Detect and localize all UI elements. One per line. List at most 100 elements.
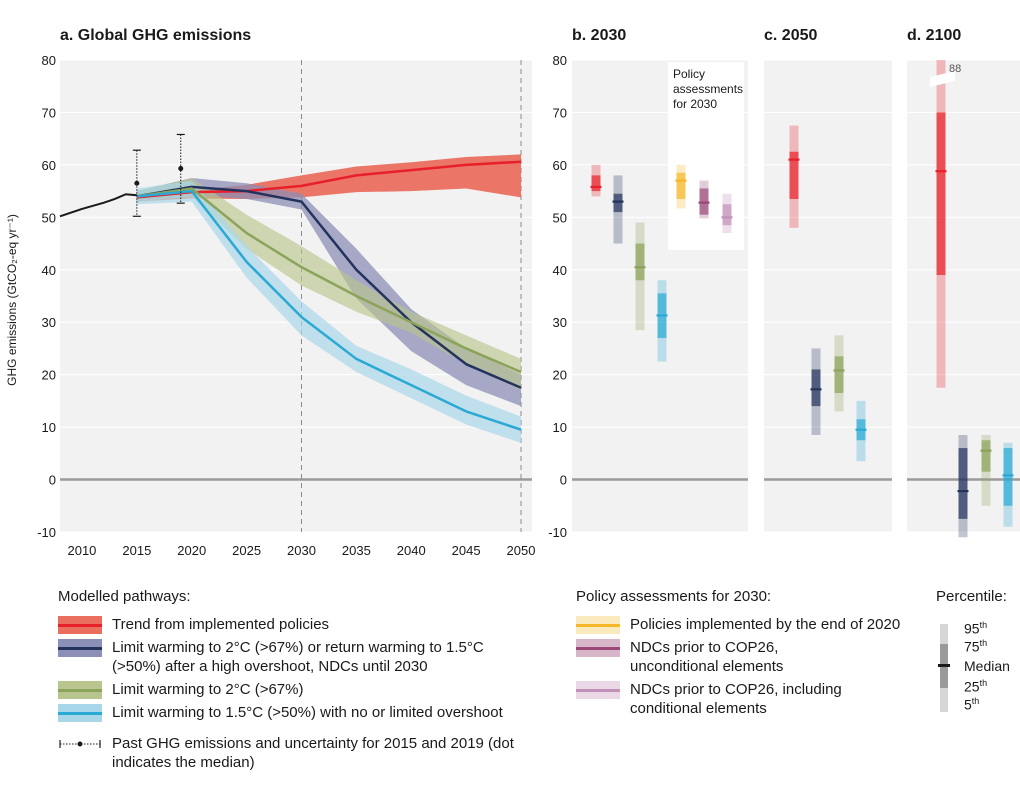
y-tick-label-b: 30 [553, 315, 567, 330]
panel-c-background [764, 60, 892, 532]
median-dot [178, 166, 184, 172]
pct-95-sup: th [979, 620, 988, 630]
y-tick-label-b: 80 [553, 53, 567, 68]
y-tick-label-a: 40 [42, 263, 56, 278]
median-line-navy [136, 185, 522, 389]
legend-item-red: Trend from implemented policies [58, 615, 538, 634]
y-tick-label-a: 80 [42, 53, 56, 68]
y-tick-label-b: 10 [553, 420, 567, 435]
median-line-red [136, 160, 522, 199]
percentile-25-75-bar-red [789, 151, 799, 199]
legend-item-navy: Limit warming to 2°C (>67%) or return wa… [58, 638, 538, 676]
percentile-25-75-bar-navy [613, 193, 623, 213]
legend-item-cyan: Limit warming to 1.5°C (>50%) with no or… [58, 703, 538, 722]
pct-label-75: 75th [964, 638, 987, 655]
legend-text-pink: NDCs prior to COP26, including condition… [630, 681, 842, 717]
y-tick-label-b: 70 [553, 105, 567, 120]
y-tick-label-a: 30 [42, 315, 56, 330]
y-tick-label-b: 0 [560, 473, 567, 488]
median-line-cyan [136, 189, 522, 431]
percentile-25-75-bar-yellow [676, 172, 686, 199]
y-tick-label-a: 70 [42, 105, 56, 120]
median-dot [134, 180, 140, 186]
legend-text-past: Past GHG emissions and uncertainty for 2… [112, 735, 514, 771]
policy-note-line-2: assessments [673, 82, 743, 96]
pct-label-5: 5th [964, 696, 979, 713]
legend-text-red: Trend from implemented policies [112, 616, 330, 633]
policy-note-line-3: for 2030 [673, 97, 717, 111]
policy-note-line-1: Policy [673, 67, 705, 81]
legend-swatch-green [58, 681, 102, 699]
y-tick-label-a: 50 [42, 210, 56, 225]
y-tick-label-b: 20 [553, 368, 567, 383]
x-tick-label-a: 2015 [122, 543, 151, 558]
pct-25-num: 25 [964, 678, 980, 695]
x-tick-label-a: 2035 [342, 543, 371, 558]
percentile-25-75-bar-pink [722, 204, 732, 226]
panel-a-lines [59, 160, 522, 431]
legend-swatch-pink [576, 681, 620, 699]
legend-text-green: Limit warming to 2°C (>67%) [112, 681, 304, 698]
pct-label-95: 95th [964, 620, 987, 637]
legend-swatch-navy [58, 639, 102, 657]
pct-median-num: Median [964, 658, 1010, 674]
percentile-25-75-bar-navy [811, 369, 821, 407]
legend-percentile-title: Percentile: [936, 588, 1007, 605]
legend-swatch-past [58, 735, 102, 753]
y-tick-label-b: 60 [553, 158, 567, 173]
y-axis-label: GHG emissions (GtCO₂-eq yr⁻¹) [5, 214, 19, 386]
legend-modelled-title: Modelled pathways: [58, 588, 191, 605]
legend-text-navy: Limit warming to 2°C (>67%) or return wa… [112, 639, 484, 675]
x-tick-label-a: 2050 [507, 543, 536, 558]
panel-b-title: b. 2030 [572, 27, 626, 44]
percentile-25-75-bar-green [635, 243, 645, 281]
legend-swatch-cyan [58, 704, 102, 722]
pct-label-median: Median [964, 658, 1010, 674]
y-tick-label-b: 40 [553, 263, 567, 278]
percentile-25-75-bar-cyan [1003, 448, 1013, 506]
legend-modelled-pathways: Modelled pathways: Trend from implemente… [58, 588, 538, 776]
pct-75-num: 75 [964, 638, 980, 655]
overflow-break-marker: 88 [930, 63, 961, 87]
pct-25-sup: th [979, 678, 988, 688]
percentile-25-75-bar-navy [958, 448, 968, 519]
y-tick-label-b: 50 [553, 210, 567, 225]
panel-a-title: a. Global GHG emissions [60, 27, 251, 44]
legend-percentile: 95th 75th Median 25th 5th [936, 620, 1020, 720]
median-line-green [136, 187, 522, 374]
pct-5-sup: th [971, 696, 980, 706]
past-emissions-icon [59, 740, 101, 748]
percentile-25-75-bar-green [834, 356, 844, 394]
x-tick-label-a: 2030 [287, 543, 316, 558]
panel-a-past-emissions [132, 133, 185, 217]
x-tick-label-a: 2025 [232, 543, 261, 558]
y-tick-label-a: 20 [42, 368, 56, 383]
y-tick-label-a: -10 [37, 525, 56, 540]
legend-policy-title: Policy assessments for 2030: [576, 588, 772, 605]
legend-swatch-plum [576, 639, 620, 657]
y-tick-label-a: 10 [42, 420, 56, 435]
pct-label-25: 25th [964, 678, 987, 695]
panel-a-grid [60, 59, 532, 533]
percentile-glyph-icon [938, 624, 950, 712]
band-navy [136, 178, 522, 407]
x-tick-label-a: 2020 [177, 543, 206, 558]
x-tick-label-a: 2040 [397, 543, 426, 558]
panel-b-ticks: -10 0 10 20 30 40 50 60 70 80 [548, 53, 567, 540]
legend-policy-assessments: Policy assessments for 2030: Policies im… [576, 588, 916, 722]
legend-item-past: Past GHG emissions and uncertainty for 2… [58, 734, 538, 772]
overflow-value-label: 88 [949, 63, 961, 75]
legend-swatch-yellow [576, 616, 620, 634]
y-tick-label-a: 0 [49, 473, 56, 488]
y-tick-label-a: 60 [42, 158, 56, 173]
pct-75-sup: th [979, 638, 988, 648]
x-tick-label-a: 2010 [67, 543, 96, 558]
x-tick-label-a: 2045 [452, 543, 481, 558]
legend-item-plum: NDCs prior to COP26, unconditional eleme… [576, 638, 916, 676]
legend-text-plum: NDCs prior to COP26, unconditional eleme… [630, 639, 784, 675]
legend-text-cyan: Limit warming to 1.5°C (>50%) with no or… [112, 704, 503, 721]
legend-item-pink: NDCs prior to COP26, including condition… [576, 680, 916, 718]
historical-line [59, 193, 137, 218]
